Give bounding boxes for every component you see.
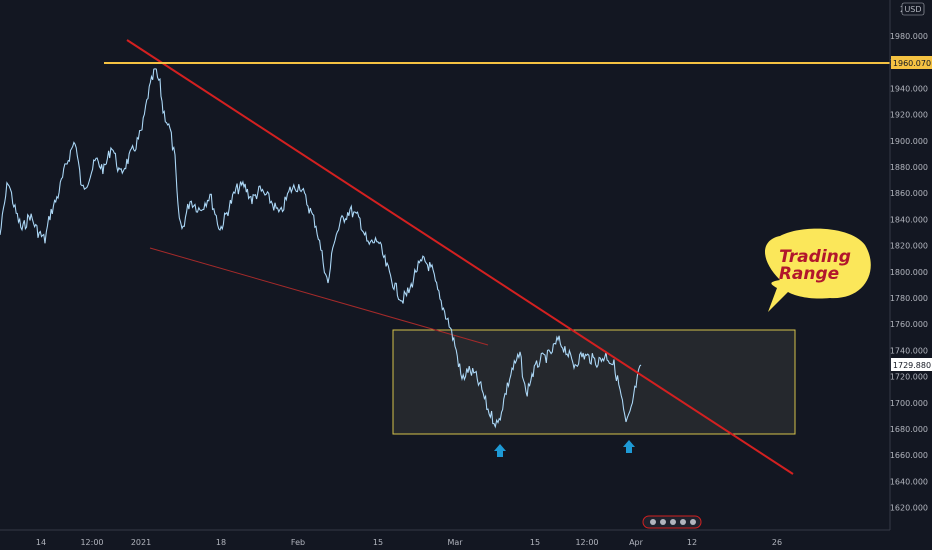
time-tick-label: 15 (373, 538, 383, 547)
time-tick-label: 2021 (131, 538, 151, 547)
currency-label: USD (904, 5, 921, 14)
time-tick-label: 14 (36, 538, 46, 547)
trading-range-box[interactable] (392, 329, 796, 435)
lower-trend-line[interactable] (149, 247, 489, 346)
price-tick-label: 1940.000 (890, 84, 928, 93)
price-tick-label: 1800.000 (890, 268, 928, 277)
time-tick-label: 15 (530, 538, 540, 547)
time-tick-label: 26 (772, 538, 782, 547)
callout-bubble (765, 228, 871, 312)
callout-line-1: Trading (779, 247, 851, 267)
price-tick-label: 1760.000 (890, 320, 928, 329)
resistance-price-tag (891, 56, 932, 69)
price-tick-label: 1840.000 (890, 215, 928, 224)
price-series (0, 68, 642, 429)
price-tick-label: 1620.000 (890, 504, 928, 513)
price-tick-label: 1920.000 (890, 111, 928, 120)
price-tick-label: 1900.000 (890, 137, 928, 146)
price-line-highlight (0, 68, 642, 428)
bottom-arrow-icon (494, 444, 506, 457)
callout-line-2: Range (779, 264, 839, 284)
time-tick-label: 12 (687, 538, 697, 547)
price-tick-label: 1860.000 (890, 189, 928, 198)
time-tick-label: Feb (291, 538, 305, 547)
last-price-tag (891, 358, 932, 371)
time-axis-ticks: 14 12:00 2021 18 Feb 15 Mar 15 12:00 Apr 12 26 (36, 538, 782, 547)
time-tick-label: Apr (629, 538, 644, 547)
currency-badge[interactable] (901, 2, 925, 16)
resistance-price-label: 1960.070 (893, 59, 931, 68)
price-tick-label: 1640.000 (890, 477, 928, 486)
time-tick-label: Mar (447, 538, 463, 547)
price-tick-label: 1700.000 (890, 399, 928, 408)
price-tick-label: 1980.000 (890, 32, 928, 41)
replay-toolbar-icon[interactable] (642, 515, 702, 529)
time-tick-label: 18 (216, 538, 226, 547)
bottom-arrow-icon (623, 440, 635, 453)
time-tick-label: 12:00 (575, 538, 598, 547)
price-axis-panel[interactable] (890, 0, 932, 550)
last-price-label: 1729.880 (893, 361, 931, 370)
price-tick-label: 1880.000 (890, 163, 928, 172)
price-tick-label: 1780.000 (890, 294, 928, 303)
price-tick-label: 1820.000 (890, 242, 928, 251)
time-tick-label: 12:00 (80, 538, 103, 547)
price-tick-label: 1660.000 (890, 451, 928, 460)
price-tick-label: 1720.000 (890, 373, 928, 382)
price-tick-label: 1740.000 (890, 346, 928, 355)
price-tick-label: 1680.000 (890, 425, 928, 434)
descending-trend-line[interactable] (126, 39, 794, 475)
trading-range-callout: Trading Range (765, 228, 871, 312)
